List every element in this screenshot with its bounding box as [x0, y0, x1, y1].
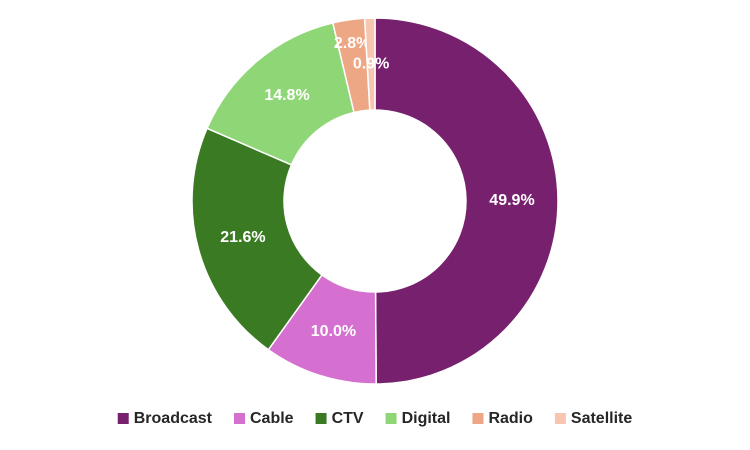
data-label: 0.9% [353, 55, 389, 72]
data-label: 49.9% [489, 192, 534, 209]
donut-slice [206, 22, 355, 166]
donut-slice [191, 127, 324, 351]
data-label: 14.8% [264, 87, 309, 104]
legend-swatch [117, 413, 129, 424]
legend-swatch [233, 413, 245, 424]
data-label: 2.8% [334, 35, 370, 52]
legend-label: Digital [402, 410, 451, 427]
legend-swatch [315, 413, 327, 424]
legend-label: Satellite [571, 410, 632, 427]
data-label: 21.6% [220, 229, 265, 246]
legend-label: Radio [488, 410, 533, 427]
legend-swatch [385, 413, 397, 424]
legend-label: CTV [332, 410, 364, 427]
donut-slice [374, 17, 559, 385]
legend-swatch [472, 413, 484, 424]
data-label: 10.0% [311, 323, 356, 340]
legend-swatch [554, 413, 566, 424]
legend-label: Cable [250, 410, 294, 427]
legend-label: Broadcast [134, 410, 213, 427]
donut-slice [363, 17, 376, 111]
